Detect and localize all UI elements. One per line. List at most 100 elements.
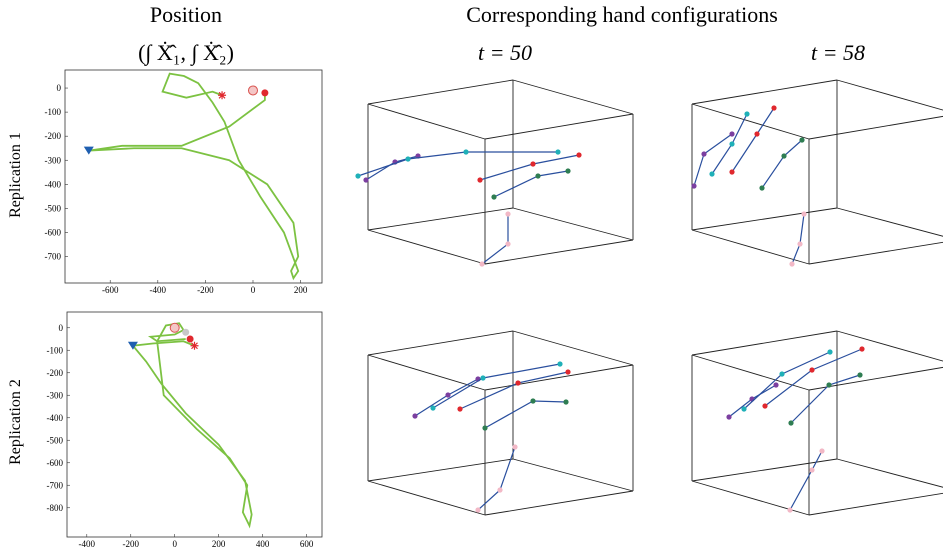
marker [186,335,194,343]
finger-joint [857,372,863,378]
finger-joint [535,173,541,179]
trajectory [131,322,253,529]
y-tick-label: -700 [45,252,62,262]
finger-segment [493,170,569,198]
row-label: Replication 1 [7,132,24,218]
cube-edge [367,354,486,391]
finger-joint [565,168,571,174]
finger-joint [475,507,481,513]
cube-edge [367,458,514,482]
x-tick-label: 200 [212,539,226,549]
cube-edge [484,490,634,516]
finger-joint [497,487,503,493]
y-tick-label: -800 [47,503,64,513]
finger-segment [481,214,509,265]
x-tick-label: 0 [251,285,256,295]
finger-joint [445,392,451,398]
finger-joint [762,403,768,409]
marker [247,85,258,96]
cube-edge [367,229,486,265]
y-tick-label: -100 [45,107,62,117]
cube-edge [512,79,634,115]
marker [182,328,190,336]
finger-joint [555,149,561,155]
cube-edge [691,330,838,356]
finger-joint [530,161,536,167]
finger-joint [787,507,793,513]
cube-edge [367,207,514,231]
finger-joint [709,171,715,177]
figure-title: Corresponding hand configurations [466,2,778,27]
finger-joint [480,375,486,381]
finger-joint [463,149,469,155]
cube-edge [836,330,943,362]
cube-edge [691,103,810,140]
cube-edge [367,330,514,356]
x-tick-label: -600 [102,285,119,295]
cube-edge [691,354,810,391]
cube-edge [808,492,943,516]
y-tick-label: -400 [45,179,62,189]
cube-edge [691,229,810,265]
finger-joint [781,153,787,159]
marker [261,89,269,97]
x-tick-label: 0 [172,539,177,549]
finger-joint [505,211,511,217]
finger-segment [357,151,558,177]
cube-edge [512,330,634,366]
x-tick-label: 600 [300,539,314,549]
cube-edge [512,207,634,241]
cube-edge [808,241,943,265]
finger-segment [414,378,479,417]
finger-joint [729,131,735,137]
finger-joint [430,405,436,411]
finger-joint [701,151,707,157]
x-tick-label: -200 [197,285,214,295]
marker [127,341,138,350]
cube-edge [484,113,634,140]
x-tick-label: 200 [294,285,308,295]
finger-segment [477,446,516,511]
cube-edge [691,458,838,482]
cube-edge [808,115,943,140]
cube-edge [367,103,486,140]
finger-joint [797,241,803,247]
finger-joint [512,444,518,450]
finger-joint [788,420,794,426]
y-tick-label: 0 [57,83,62,93]
finger-joint [771,105,777,111]
finger-joint [779,371,785,377]
finger-joint [754,131,760,137]
finger-joint [826,382,832,388]
finger-joint [726,414,732,420]
finger-joint [744,111,750,117]
cube-edge [808,366,943,391]
finger-joint [557,361,563,367]
finger-joint [491,194,497,200]
finger-joint [809,367,815,373]
finger-joint [563,399,569,405]
finger-joint [477,177,483,183]
cube-edge [836,458,943,488]
finger-joint [565,369,571,375]
finger-joint [412,413,418,419]
cube-edge [484,364,634,391]
cube-edge [691,207,838,231]
cube-edge [367,480,486,516]
y-tick-label: -500 [45,203,62,213]
y-tick-label: -600 [45,227,62,237]
finger-segment [790,374,861,424]
finger-joint [801,211,807,217]
finger-joint [515,380,521,386]
finger-joint [482,425,488,431]
y-tick-label: -600 [47,458,64,468]
cube-edge [367,79,514,105]
cube-edge [836,79,943,111]
x-tick-label: -200 [123,539,140,549]
y-tick-label: -200 [47,368,64,378]
axes-frame [66,311,323,538]
finger-segment [743,351,831,410]
finger-joint [759,185,765,191]
finger-joint [363,177,369,183]
